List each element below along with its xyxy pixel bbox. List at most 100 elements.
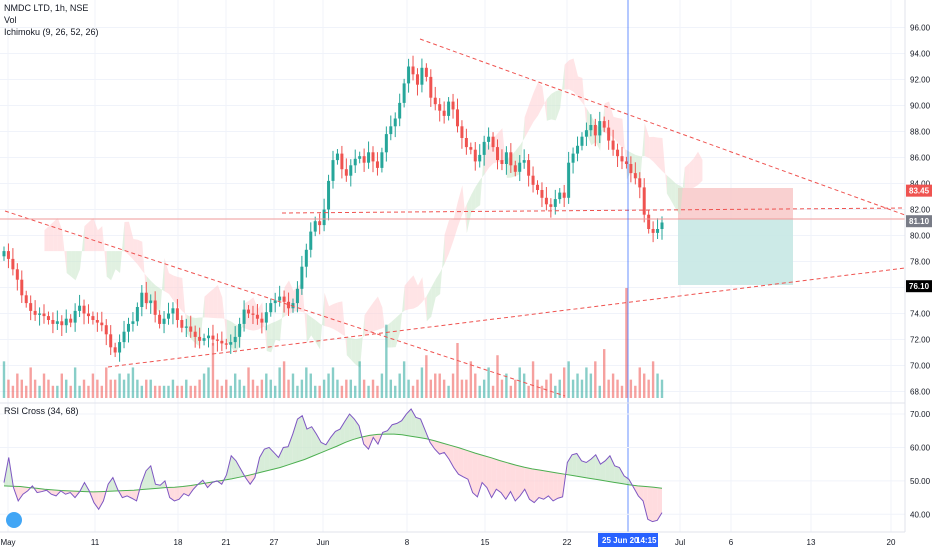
volume-bar xyxy=(105,367,108,398)
candle-body xyxy=(64,318,68,326)
rsi-fill-segment xyxy=(349,414,355,441)
ichimoku-cloud-segment xyxy=(253,297,258,331)
ichimoku-cloud-segment xyxy=(80,226,85,270)
ichimoku-cloud-segment xyxy=(560,64,565,108)
ichimoku-cloud-segment xyxy=(240,303,245,345)
rsi-fill-segment xyxy=(444,443,449,460)
candle-body xyxy=(144,292,148,304)
volume-bar xyxy=(527,385,530,398)
volume-bar xyxy=(145,379,148,398)
price-tick-label: 70.00 xyxy=(910,362,931,371)
ichimoku-cloud-segment xyxy=(391,317,396,348)
ichimoku-cloud-segment xyxy=(373,296,378,332)
ichimoku-cloud-segment xyxy=(422,277,427,322)
volume-bar xyxy=(349,379,352,398)
time-tick-label: Jun xyxy=(317,538,330,547)
ichimoku-cloud-segment xyxy=(484,141,490,175)
candle-body xyxy=(464,138,468,148)
rsi-fill-segment xyxy=(259,449,265,473)
volume-bar xyxy=(220,385,224,398)
ichimoku-cloud-segment xyxy=(369,302,374,334)
volume-bar xyxy=(638,367,641,398)
rsi-fill-segment xyxy=(415,417,421,438)
price-tick-label: 86.00 xyxy=(910,154,931,163)
ichimoku-cloud-segment xyxy=(257,302,263,330)
rsi-legend[interactable]: RSI Cross (34, 68) xyxy=(4,406,79,416)
rsi-fill-segment xyxy=(595,454,601,481)
ichimoku-cloud-segment xyxy=(386,322,392,348)
volume-bar xyxy=(651,361,655,398)
volume-bar xyxy=(385,324,388,398)
volume-bar xyxy=(460,379,464,398)
descending-trendline-lower[interactable] xyxy=(4,210,566,397)
volume-bar xyxy=(91,373,95,398)
rsi-fill-segment xyxy=(553,472,558,501)
volume-bar xyxy=(87,385,90,398)
target-zone[interactable] xyxy=(678,219,793,285)
rsi-fill-segment xyxy=(278,447,284,468)
ichimoku-cloud-segment xyxy=(84,221,89,252)
time-tick-label: 21 xyxy=(222,538,231,547)
candle-body xyxy=(220,340,224,344)
ichimoku-cloud-segment xyxy=(449,219,454,254)
rsi-fill-segment xyxy=(146,465,151,490)
rsi-tick-label: 50.00 xyxy=(910,477,931,486)
candle-body xyxy=(113,347,117,353)
candle-body xyxy=(651,229,655,233)
volume-bar xyxy=(171,379,175,398)
candle-body xyxy=(473,149,477,162)
candle-body xyxy=(118,342,122,353)
candle-body xyxy=(95,320,99,323)
rsi-fill-segment xyxy=(605,455,610,482)
ichimoku-cloud-segment xyxy=(444,220,450,264)
rsi-fill-segment xyxy=(188,485,194,496)
ichimoku-cloud-segment xyxy=(675,183,681,216)
rsi-fill-segment xyxy=(316,434,322,455)
candle-body xyxy=(527,160,531,176)
ichimoku-cloud-segment xyxy=(657,137,663,172)
ascending-trendline[interactable] xyxy=(107,267,906,368)
ichimoku-legend[interactable]: Ichimoku (9, 26, 52, 26) xyxy=(4,27,99,37)
ichimoku-cloud-segment xyxy=(106,251,112,281)
ichimoku-cloud-segment xyxy=(168,273,174,301)
volume-bar xyxy=(122,379,126,398)
ichimoku-cloud-segment xyxy=(537,82,543,116)
stop-loss-zone[interactable] xyxy=(678,188,793,219)
ichimoku-cloud-segment xyxy=(413,275,418,309)
volume-legend[interactable]: Vol xyxy=(4,15,17,25)
rsi-fill-segment xyxy=(572,453,577,477)
volume-bar xyxy=(456,343,459,398)
ichimoku-cloud-segment xyxy=(266,323,272,353)
volume-bar xyxy=(60,373,63,398)
ichimoku-cloud-segment xyxy=(395,313,401,348)
candle-body xyxy=(487,136,491,142)
candle-body xyxy=(122,331,126,343)
symbol-legend[interactable]: NMDC LTD, 1h, NSE xyxy=(4,3,89,13)
volume-bar xyxy=(265,373,268,398)
candle-body xyxy=(162,318,166,324)
rsi-fill-segment xyxy=(98,491,104,510)
candle-body xyxy=(282,296,286,302)
price-tick-label: 88.00 xyxy=(910,128,931,137)
rsi-fill-segment xyxy=(548,471,554,501)
candle-body xyxy=(82,305,86,314)
ichimoku-cloud-segment xyxy=(360,315,365,368)
price-badge xyxy=(906,215,932,228)
candle-body xyxy=(91,316,95,320)
volume-bar xyxy=(260,379,264,398)
ichimoku-cloud-segment xyxy=(182,277,187,333)
support-line[interactable] xyxy=(281,207,906,214)
candle-body xyxy=(322,209,326,226)
rsi-fill-segment xyxy=(567,454,573,476)
ichimoku-cloud-segment xyxy=(435,272,441,298)
volume-bar xyxy=(291,373,295,398)
ichimoku-cloud-segment xyxy=(124,221,129,255)
rsi-fill-segment xyxy=(453,446,459,475)
volume-bar xyxy=(607,379,610,398)
price-badge xyxy=(906,184,932,197)
price-badge-label: 81.10 xyxy=(909,217,930,226)
trendlines xyxy=(0,0,906,532)
descending-trendline-upper[interactable] xyxy=(419,38,906,216)
ichimoku-cloud-segment xyxy=(622,118,627,180)
